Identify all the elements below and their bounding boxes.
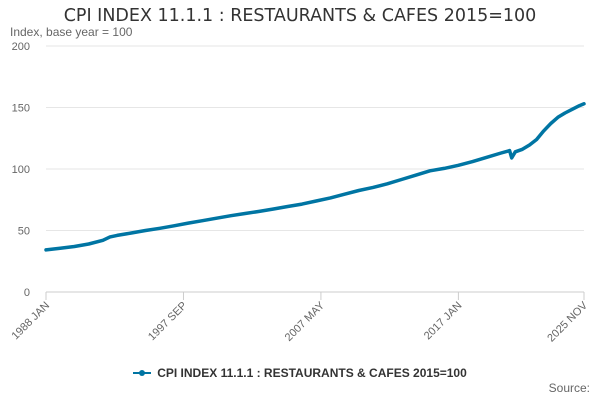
x-tick-label: 2017 JAN: [422, 300, 465, 343]
y-tick-label: 200: [12, 41, 30, 53]
y-tick-label: 50: [18, 226, 30, 238]
y-tick-label: 0: [24, 287, 30, 299]
y-axis-ticks: 0 50 100 150 200: [12, 41, 30, 299]
chart-title: CPI INDEX 11.1.1 : RESTAURANTS & CAFES 2…: [63, 6, 537, 26]
legend-marker-icon: [133, 368, 152, 378]
legend-label: CPI INDEX 11.1.1 : RESTAURANTS & CAFES 2…: [157, 366, 467, 380]
y-tick-label: 150: [12, 103, 30, 115]
source-label: Source:: [548, 381, 590, 395]
x-tick-label: 1997 SEP: [146, 300, 190, 344]
x-tick-label: 1988 JAN: [9, 300, 52, 343]
x-tick-label: 2007 MAY: [283, 299, 328, 344]
series-line[interactable]: [44, 102, 586, 252]
legend[interactable]: CPI INDEX 11.1.1 : RESTAURANTS & CAFES 2…: [0, 366, 600, 380]
y-tick-label: 100: [12, 164, 30, 176]
x-tick-label: 2025 NOV: [545, 299, 590, 344]
y-axis-label: Index, base year = 100: [10, 25, 133, 39]
x-axis-ticks: 1988 JAN 1997 SEP 2007 MAY 2017 JAN 2025 NOV: [9, 292, 591, 344]
